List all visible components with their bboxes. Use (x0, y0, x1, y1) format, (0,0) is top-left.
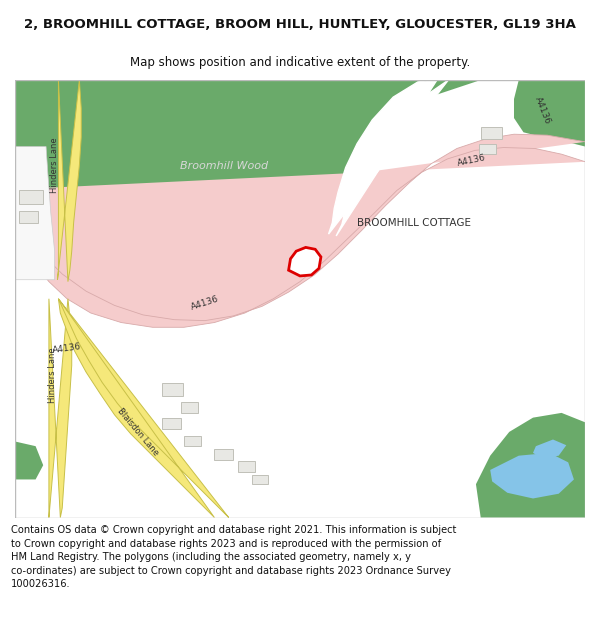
Polygon shape (58, 299, 229, 518)
Bar (214, 449, 233, 461)
Polygon shape (514, 80, 586, 147)
Polygon shape (476, 413, 586, 518)
Text: A4136: A4136 (190, 295, 220, 312)
Bar (479, 144, 496, 154)
Bar (162, 383, 183, 396)
Text: A4136: A4136 (456, 153, 487, 168)
Polygon shape (14, 80, 481, 310)
Polygon shape (329, 80, 448, 236)
Text: Broomhill Wood: Broomhill Wood (180, 161, 268, 171)
Text: A4136: A4136 (52, 342, 82, 354)
Text: Hinders Lane: Hinders Lane (48, 347, 57, 403)
Polygon shape (49, 299, 72, 518)
Bar (238, 461, 255, 472)
Bar (162, 418, 181, 429)
Polygon shape (14, 441, 43, 479)
Polygon shape (14, 134, 586, 328)
Text: A4136: A4136 (533, 95, 552, 126)
Polygon shape (58, 80, 81, 282)
Bar (181, 402, 198, 413)
Polygon shape (14, 147, 55, 280)
Bar (19, 211, 38, 222)
Text: Blaisdon Lane: Blaisdon Lane (116, 406, 161, 458)
Bar (184, 436, 201, 446)
Bar (253, 475, 268, 484)
Polygon shape (533, 439, 566, 459)
Text: BROOMHILL COTTAGE: BROOMHILL COTTAGE (357, 217, 471, 227)
Bar (19, 191, 43, 204)
Polygon shape (490, 453, 574, 499)
Polygon shape (289, 248, 321, 276)
Text: 2, BROOMHILL COTTAGE, BROOM HILL, HUNTLEY, GLOUCESTER, GL19 3HA: 2, BROOMHILL COTTAGE, BROOM HILL, HUNTLE… (24, 18, 576, 31)
Text: Hinders Lane: Hinders Lane (50, 138, 59, 193)
Text: Map shows position and indicative extent of the property.: Map shows position and indicative extent… (130, 56, 470, 69)
Bar (481, 127, 502, 139)
Text: Contains OS data © Crown copyright and database right 2021. This information is : Contains OS data © Crown copyright and d… (11, 525, 456, 589)
